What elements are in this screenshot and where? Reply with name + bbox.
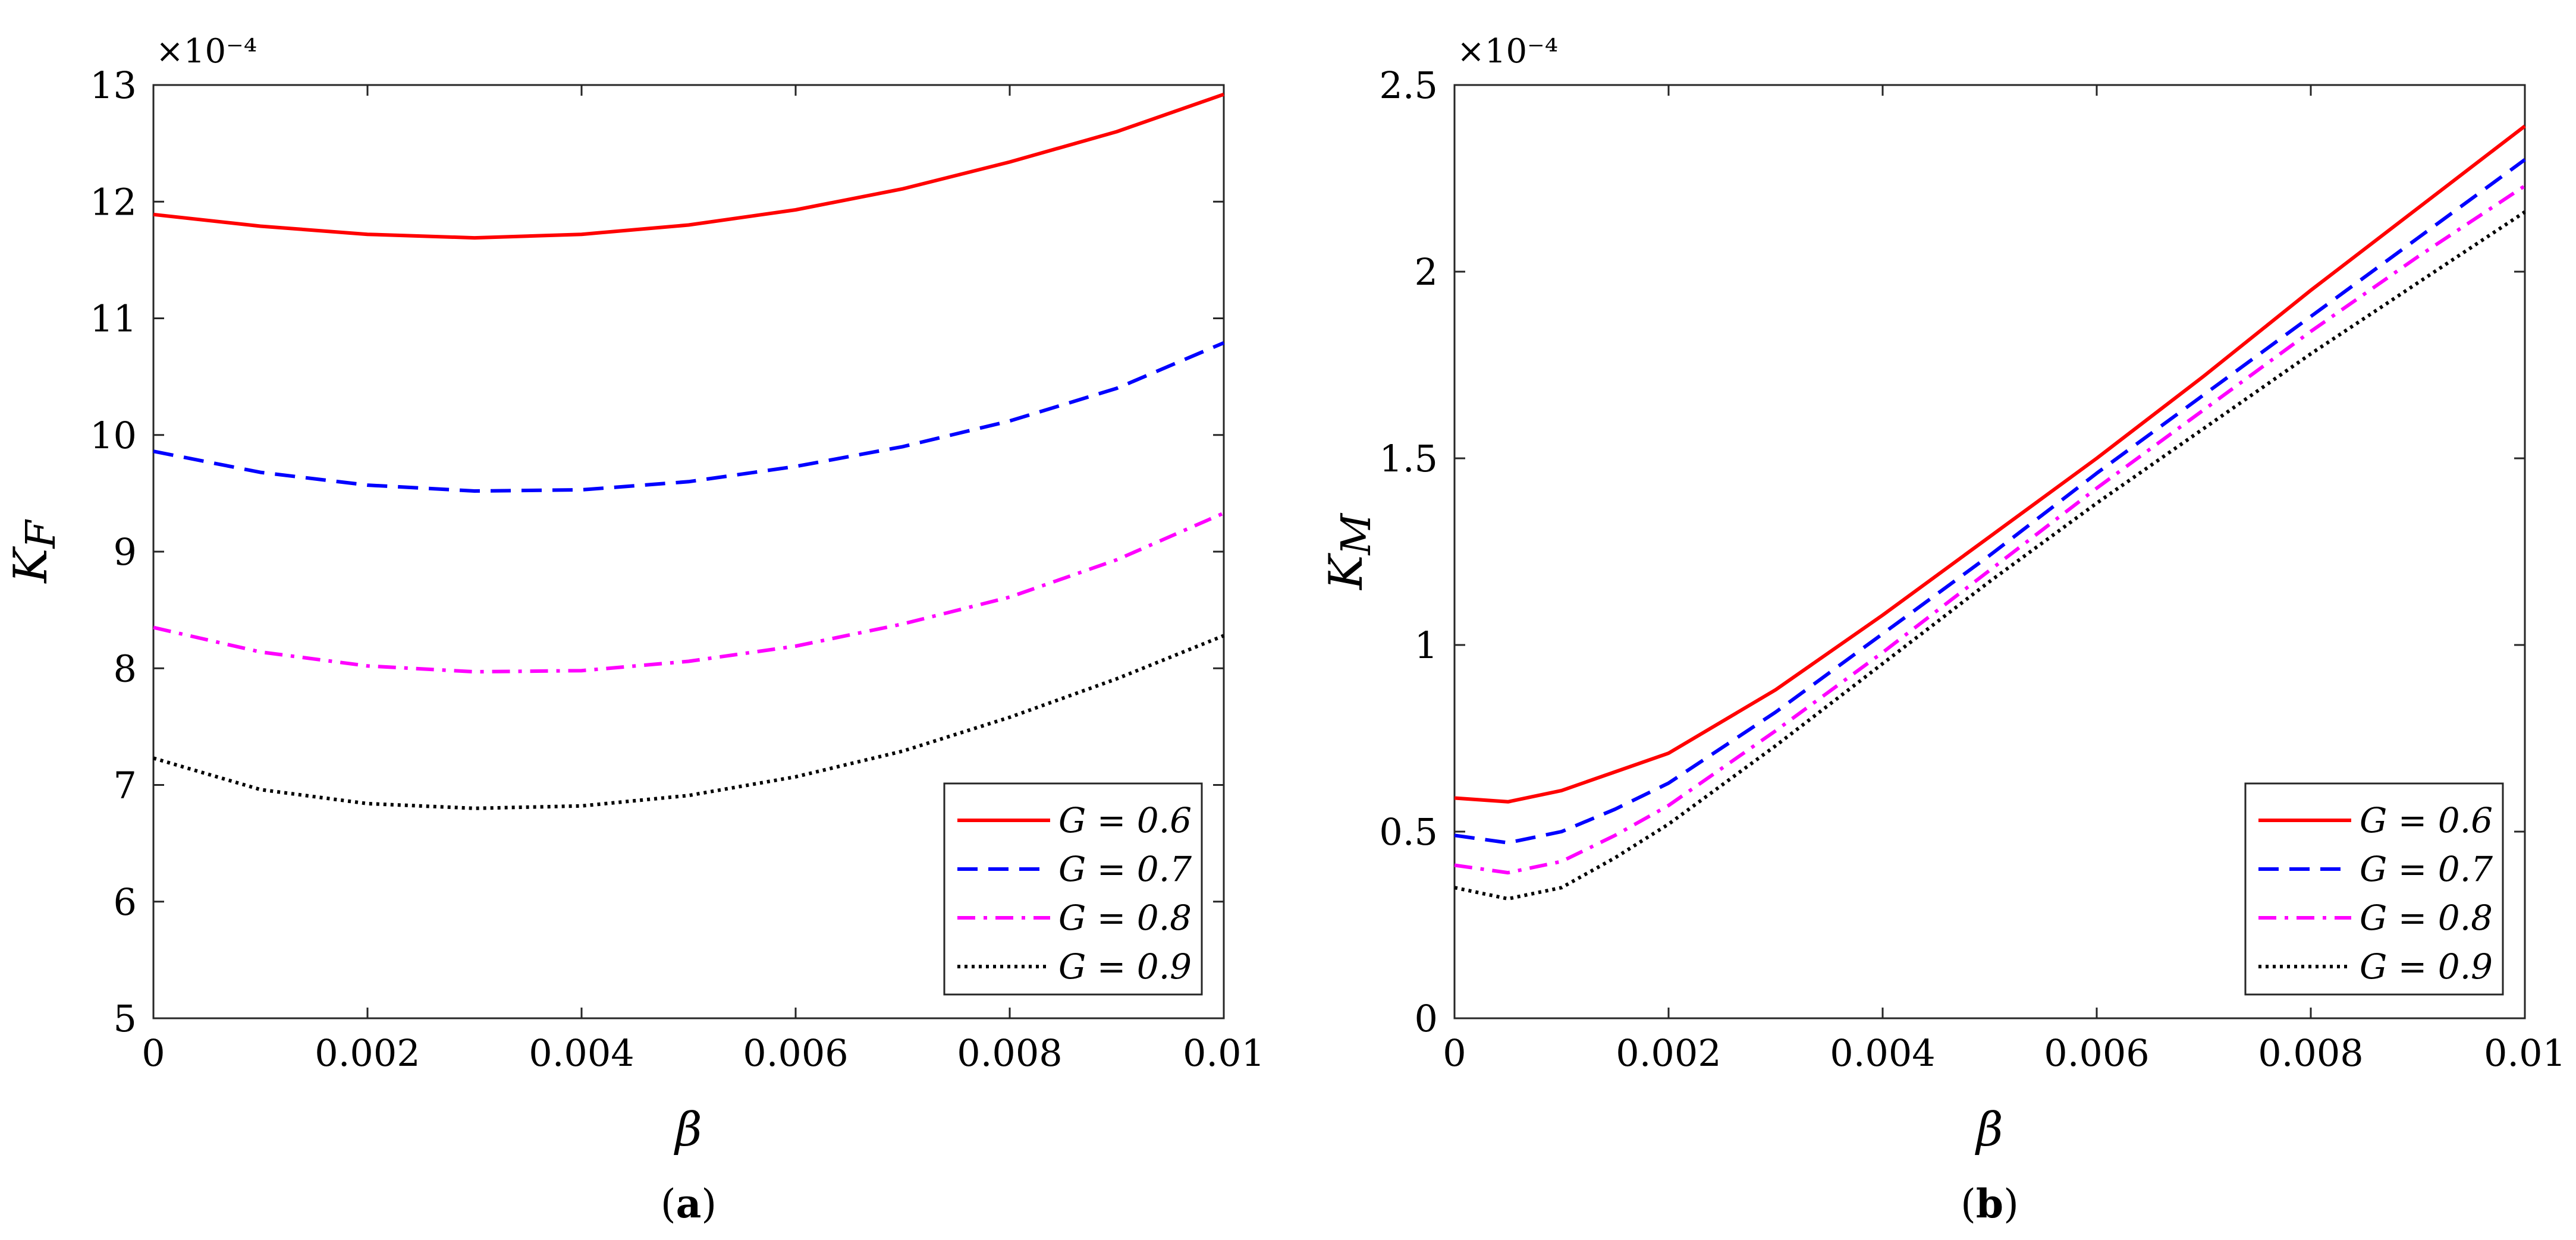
panel-a-xtick-label: 0.004 (529, 1031, 634, 1075)
panel-a-xtick-label: 0 (142, 1031, 165, 1075)
panel-a-series-line-g8 (153, 511, 1225, 674)
panel-b-ytick-label: 2.5 (1379, 64, 1438, 107)
panel-a-series (153, 92, 1225, 810)
panel-a-ytick-label: 7 (114, 764, 137, 807)
panel-a-xtick-label: 0.006 (743, 1031, 849, 1075)
panel-b-legend-label: G = 0.7 (2360, 849, 2493, 889)
panel-a-xtick-label: 0.002 (315, 1031, 420, 1075)
panel-b-legend: G = 0.6 G = 0.7 G = 0.8 G = 0.9 (2244, 782, 2504, 996)
panel-b-ticks: 0 0.002 0.004 0.006 0.008 0.01 0 0.5 1 1.5 2 2.5 (1379, 64, 2566, 1075)
panel-a-legend-label: G = 0.8 (1058, 898, 1192, 938)
panel-b-ytick-label: 1.5 (1379, 437, 1438, 480)
panel-a-legend-label: G = 0.9 (1058, 946, 1192, 987)
panel-a-ytick-label: 9 (114, 530, 137, 574)
panel-b-xtick-label: 0.01 (2484, 1031, 2566, 1075)
panel-a-ticks: 0 0.002 0.004 0.006 0.008 0.01 5 6 7 8 9 10 11 12 13 (90, 64, 1265, 1075)
panel-b-ylabel: KM (1320, 512, 1380, 591)
panel-b-ytick-label: 1 (1415, 624, 1438, 667)
panel-b-chart: 0 0.002 0.004 0.006 0.008 0.01 0 0.5 1 1.5 2 2.5 ×1… (1320, 32, 2566, 1227)
panel-b-xtick-label: 0 (1443, 1031, 1466, 1075)
panel-b-legend-label: G = 0.8 (2360, 898, 2493, 938)
panel-b-legend-label: G = 0.9 (2360, 946, 2493, 987)
panel-b-legend-label: G = 0.6 (2360, 800, 2493, 841)
panel-a-multiplier: ×10⁻⁴ (156, 32, 257, 71)
panel-b-ytick-label: 2 (1415, 250, 1438, 294)
panel-b-ytick-label: 0.5 (1379, 810, 1438, 854)
panel-a-series-line-g7 (153, 341, 1225, 493)
panel-a-ytick-label: 12 (90, 180, 137, 224)
panel-b-series-line-g9 (1454, 210, 2526, 901)
panel-b-series (1454, 124, 2526, 901)
panel-a-ytick-label: 8 (114, 647, 137, 690)
panel-b-xtick-label: 0.008 (2258, 1031, 2364, 1075)
panel-a-xtick-label: 0.01 (1183, 1031, 1265, 1075)
panel-a-legend-label: G = 0.6 (1058, 800, 1192, 841)
panel-b-series-line-g7 (1454, 158, 2526, 845)
panel-a-series-line-g6 (153, 92, 1224, 240)
panel-a-xlabel: β (673, 1103, 702, 1157)
panel-b-series-line-g6 (1454, 124, 2526, 804)
panel-a-label: (a) (661, 1181, 717, 1227)
panel-a-legend-label: G = 0.7 (1058, 849, 1192, 889)
panel-a-ylabel: KF (4, 518, 65, 584)
panel-a-xtick-label: 0.008 (957, 1031, 1063, 1075)
panel-b-series-line-g8 (1454, 184, 2526, 875)
panel-a-ytick-label: 5 (114, 997, 137, 1040)
panel-a-ytick-label: 13 (90, 64, 137, 107)
panel-b-xtick-label: 0.002 (1616, 1031, 1721, 1075)
panel-b-xlabel: β (1974, 1103, 2003, 1157)
panel-a-ytick-label: 6 (114, 880, 137, 924)
panel-b-multiplier: ×10⁻⁴ (1457, 32, 1558, 71)
panel-b-ytick-label: 0 (1415, 997, 1438, 1040)
panel-a-chart: 0 0.002 0.004 0.006 0.008 0.01 5 6 7 8 9 10 11 12 13 ×… (4, 32, 1265, 1227)
panel-b-label: (b) (1961, 1181, 2019, 1227)
panel-a-legend: G = 0.6 G = 0.7 G = 0.8 G = 0.9 (943, 782, 1203, 996)
panel-a-ytick-label: 10 (90, 414, 137, 457)
panel-a-ytick-label: 11 (90, 297, 137, 341)
panel-b-xtick-label: 0.004 (1830, 1031, 1936, 1075)
panel-b-xtick-label: 0.006 (2044, 1031, 2150, 1075)
